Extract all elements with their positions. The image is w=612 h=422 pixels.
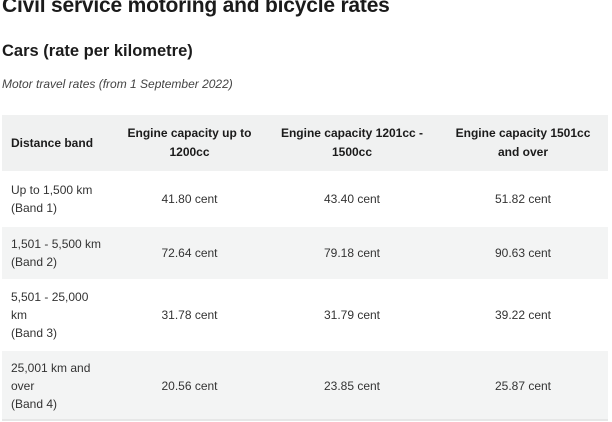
column-header-engine-1201-1500: Engine capacity 1201cc - 1500cc bbox=[266, 115, 438, 171]
rate-cell: 25.87 cent bbox=[438, 351, 608, 421]
distance-band-cell: 5,501 - 25,000 km (Band 3) bbox=[2, 279, 113, 351]
band-label-text: (Band 1) bbox=[11, 201, 58, 215]
band-range-text: 25,001 km and bbox=[11, 361, 91, 375]
distance-band-cell: 25,001 km and over (Band 4) bbox=[2, 351, 113, 421]
column-header-distance-band: Distance band bbox=[2, 115, 113, 171]
table-caption: Motor travel rates (from 1 September 202… bbox=[2, 77, 233, 91]
section-title: Cars (rate per kilometre) bbox=[2, 42, 193, 60]
rate-cell: 72.64 cent bbox=[113, 227, 266, 279]
table-row: Up to 1,500 km (Band 1) 41.80 cent 43.40… bbox=[2, 171, 608, 227]
band-label-text: (Band 2) bbox=[11, 255, 58, 269]
rate-cell: 51.82 cent bbox=[438, 171, 608, 227]
table-bottom-border bbox=[2, 419, 608, 421]
band-range-text: 1,501 - 5,500 km bbox=[11, 237, 102, 251]
rate-cell: 31.79 cent bbox=[266, 279, 438, 351]
distance-band-cell: Up to 1,500 km (Band 1) bbox=[2, 171, 113, 227]
page-title: Civil service motoring and bicycle rates bbox=[2, 0, 390, 17]
rate-cell: 90.63 cent bbox=[438, 227, 608, 279]
band-range-text: km bbox=[11, 308, 27, 322]
distance-band-cell: 1,501 - 5,500 km (Band 2) bbox=[2, 227, 113, 279]
band-range-text: over bbox=[11, 379, 35, 393]
table-row: 5,501 - 25,000 km (Band 3) 31.78 cent 31… bbox=[2, 279, 608, 351]
rate-cell: 43.40 cent bbox=[266, 171, 438, 227]
band-range-text: 5,501 - 25,000 bbox=[11, 290, 89, 304]
band-label-text: (Band 4) bbox=[11, 397, 58, 411]
band-range-text: Up to 1,500 km bbox=[11, 183, 93, 197]
rate-cell: 41.80 cent bbox=[113, 171, 266, 227]
table-row: 25,001 km and over (Band 4) 20.56 cent 2… bbox=[2, 351, 608, 421]
table-header-row: Distance band Engine capacity up to 1200… bbox=[2, 115, 608, 171]
rate-cell: 39.22 cent bbox=[438, 279, 608, 351]
rate-cell: 23.85 cent bbox=[266, 351, 438, 421]
rate-cell: 79.18 cent bbox=[266, 227, 438, 279]
motor-rates-table: Distance band Engine capacity up to 1200… bbox=[2, 115, 608, 421]
column-header-engine-up-to-1200: Engine capacity up to 1200cc bbox=[113, 115, 266, 171]
rate-cell: 20.56 cent bbox=[113, 351, 266, 421]
table-row: 1,501 - 5,500 km (Band 2) 72.64 cent 79.… bbox=[2, 227, 608, 279]
rate-cell: 31.78 cent bbox=[113, 279, 266, 351]
column-header-engine-1501-over: Engine capacity 1501cc and over bbox=[438, 115, 608, 171]
band-label-text: (Band 3) bbox=[11, 326, 58, 340]
